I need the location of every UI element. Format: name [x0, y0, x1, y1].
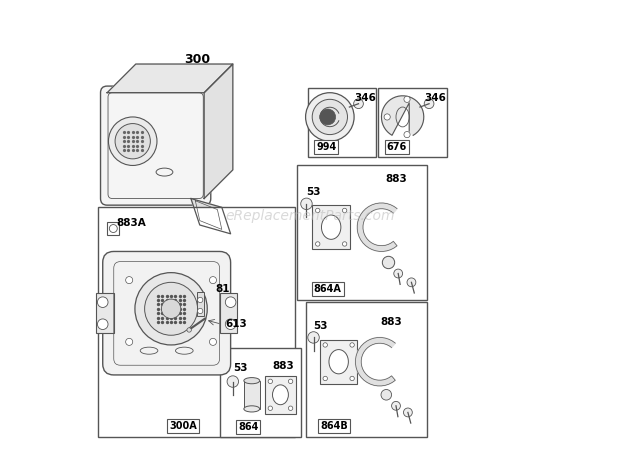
- Bar: [99, 207, 294, 436]
- Text: 53: 53: [314, 321, 328, 332]
- Bar: [308, 88, 376, 157]
- FancyBboxPatch shape: [103, 252, 231, 375]
- Bar: [378, 88, 446, 157]
- Circle shape: [161, 299, 181, 319]
- Polygon shape: [204, 64, 233, 198]
- Circle shape: [381, 390, 392, 400]
- Ellipse shape: [244, 378, 260, 384]
- Text: 883: 883: [386, 174, 407, 184]
- Circle shape: [187, 328, 192, 332]
- Bar: [306, 302, 427, 436]
- Ellipse shape: [321, 215, 341, 239]
- Bar: [96, 293, 113, 333]
- Circle shape: [115, 124, 151, 159]
- Circle shape: [404, 131, 410, 138]
- Text: 346: 346: [425, 93, 446, 103]
- Text: 53: 53: [306, 187, 321, 197]
- Polygon shape: [357, 203, 397, 252]
- Circle shape: [404, 408, 412, 417]
- Circle shape: [135, 273, 207, 345]
- Circle shape: [384, 114, 390, 120]
- Circle shape: [383, 256, 395, 269]
- Bar: [297, 166, 427, 300]
- Circle shape: [312, 99, 347, 135]
- Circle shape: [144, 282, 198, 335]
- Circle shape: [108, 117, 157, 166]
- Bar: [265, 376, 296, 414]
- Circle shape: [210, 338, 216, 346]
- Circle shape: [320, 109, 335, 125]
- Bar: [219, 293, 237, 333]
- Circle shape: [323, 376, 327, 381]
- Circle shape: [342, 242, 347, 246]
- Circle shape: [316, 208, 320, 213]
- Bar: [320, 340, 357, 384]
- FancyBboxPatch shape: [100, 86, 211, 205]
- Text: 864: 864: [238, 422, 259, 432]
- Circle shape: [306, 93, 354, 141]
- Circle shape: [407, 278, 416, 287]
- Circle shape: [353, 99, 363, 108]
- Text: 53: 53: [233, 363, 247, 374]
- Circle shape: [308, 332, 319, 343]
- Text: 994: 994: [316, 142, 337, 152]
- Circle shape: [301, 198, 312, 210]
- Text: 300A: 300A: [169, 421, 197, 431]
- Circle shape: [394, 269, 402, 278]
- Ellipse shape: [329, 350, 348, 374]
- Circle shape: [225, 319, 236, 329]
- Circle shape: [126, 338, 133, 346]
- Polygon shape: [107, 64, 233, 93]
- Polygon shape: [191, 198, 231, 234]
- Circle shape: [350, 376, 354, 381]
- Circle shape: [227, 376, 239, 387]
- Bar: [107, 222, 120, 235]
- Text: 883A: 883A: [117, 218, 146, 228]
- Polygon shape: [381, 96, 424, 135]
- Circle shape: [198, 297, 203, 302]
- Text: 883: 883: [273, 361, 294, 371]
- Ellipse shape: [244, 406, 260, 412]
- Circle shape: [268, 379, 273, 383]
- Text: 883: 883: [381, 317, 402, 327]
- Circle shape: [109, 225, 117, 233]
- Bar: [312, 205, 350, 249]
- Circle shape: [342, 208, 347, 213]
- Text: 81: 81: [215, 284, 229, 294]
- Circle shape: [350, 343, 354, 347]
- Circle shape: [225, 297, 236, 307]
- Text: 676: 676: [387, 142, 407, 152]
- Text: 864B: 864B: [321, 421, 348, 431]
- Circle shape: [288, 379, 293, 383]
- Bar: [244, 381, 260, 409]
- Circle shape: [424, 99, 434, 108]
- Circle shape: [210, 277, 216, 284]
- Circle shape: [268, 406, 273, 410]
- Ellipse shape: [273, 385, 288, 405]
- Circle shape: [392, 401, 401, 410]
- FancyBboxPatch shape: [197, 292, 204, 316]
- Circle shape: [97, 319, 108, 329]
- Text: 613: 613: [225, 319, 247, 329]
- Text: eReplacementParts.com: eReplacementParts.com: [225, 209, 395, 223]
- Text: 864A: 864A: [314, 284, 342, 294]
- Text: 300: 300: [184, 53, 210, 66]
- Circle shape: [404, 96, 410, 103]
- Circle shape: [198, 308, 203, 314]
- Circle shape: [316, 242, 320, 246]
- Text: 346: 346: [354, 93, 376, 103]
- Circle shape: [288, 406, 293, 410]
- Bar: [219, 348, 301, 436]
- Circle shape: [323, 343, 327, 347]
- Circle shape: [97, 297, 108, 307]
- Polygon shape: [355, 338, 396, 386]
- Circle shape: [126, 277, 133, 284]
